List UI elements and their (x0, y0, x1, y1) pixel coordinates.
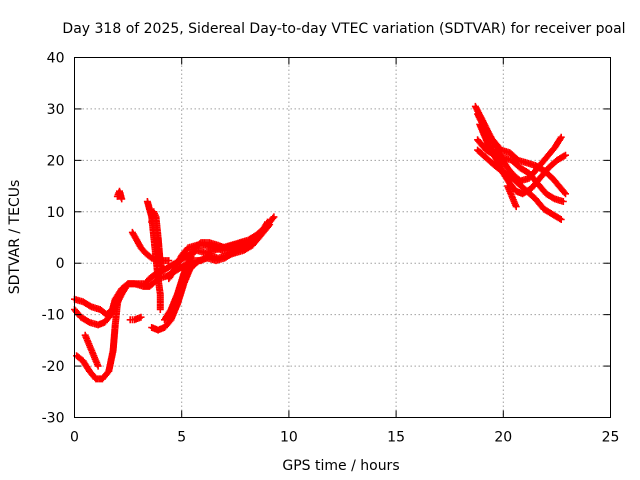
series-track-l (165, 234, 261, 283)
series-track-r (504, 182, 520, 211)
data-point-cluster (165, 234, 261, 283)
x-tick-label: 20 (494, 430, 512, 446)
y-axis-label: SDTVAR / TECUs (7, 180, 23, 295)
x-tick-label: 5 (177, 430, 186, 446)
data-point-cluster (474, 146, 565, 223)
data-point-cluster (148, 208, 166, 272)
data-point-cluster (81, 331, 102, 370)
series-track-p (474, 136, 567, 205)
data-point-cluster (73, 290, 123, 383)
axes: 0 5 10 15 20 25 -30 -20 -10 0 10 20 30 40 (42, 51, 620, 446)
data-point-cluster (113, 187, 126, 203)
series-track-e (113, 187, 126, 203)
data-point-cluster (126, 313, 145, 324)
series-track-f (126, 313, 145, 324)
y-tick-label: 30 (47, 102, 65, 118)
series-track-c (73, 290, 123, 383)
y-tick-label: -30 (42, 411, 65, 427)
chart-title: Day 318 of 2025, Sidereal Day-to-day VTE… (62, 21, 625, 37)
data-point-cluster (474, 136, 567, 205)
x-tick-label: 0 (70, 430, 79, 446)
series-track-i (148, 208, 166, 272)
series-track-q (474, 146, 565, 223)
y-tick-label: -20 (42, 359, 65, 375)
series-track-d (81, 331, 102, 370)
x-tick-label: 15 (387, 430, 405, 446)
x-axis-label: GPS time / hours (282, 458, 399, 474)
x-tick-label: 10 (280, 430, 298, 446)
data-marks (71, 102, 569, 383)
y-tick-label: 20 (47, 153, 65, 169)
y-tick-label: 40 (47, 51, 65, 67)
data-point-cluster (504, 182, 520, 211)
y-tick-label: -10 (42, 308, 65, 324)
plot-frame (74, 57, 611, 418)
y-tick-label: 0 (56, 256, 65, 272)
y-tick-label: 10 (47, 205, 65, 221)
x-tick-label: 25 (602, 430, 620, 446)
